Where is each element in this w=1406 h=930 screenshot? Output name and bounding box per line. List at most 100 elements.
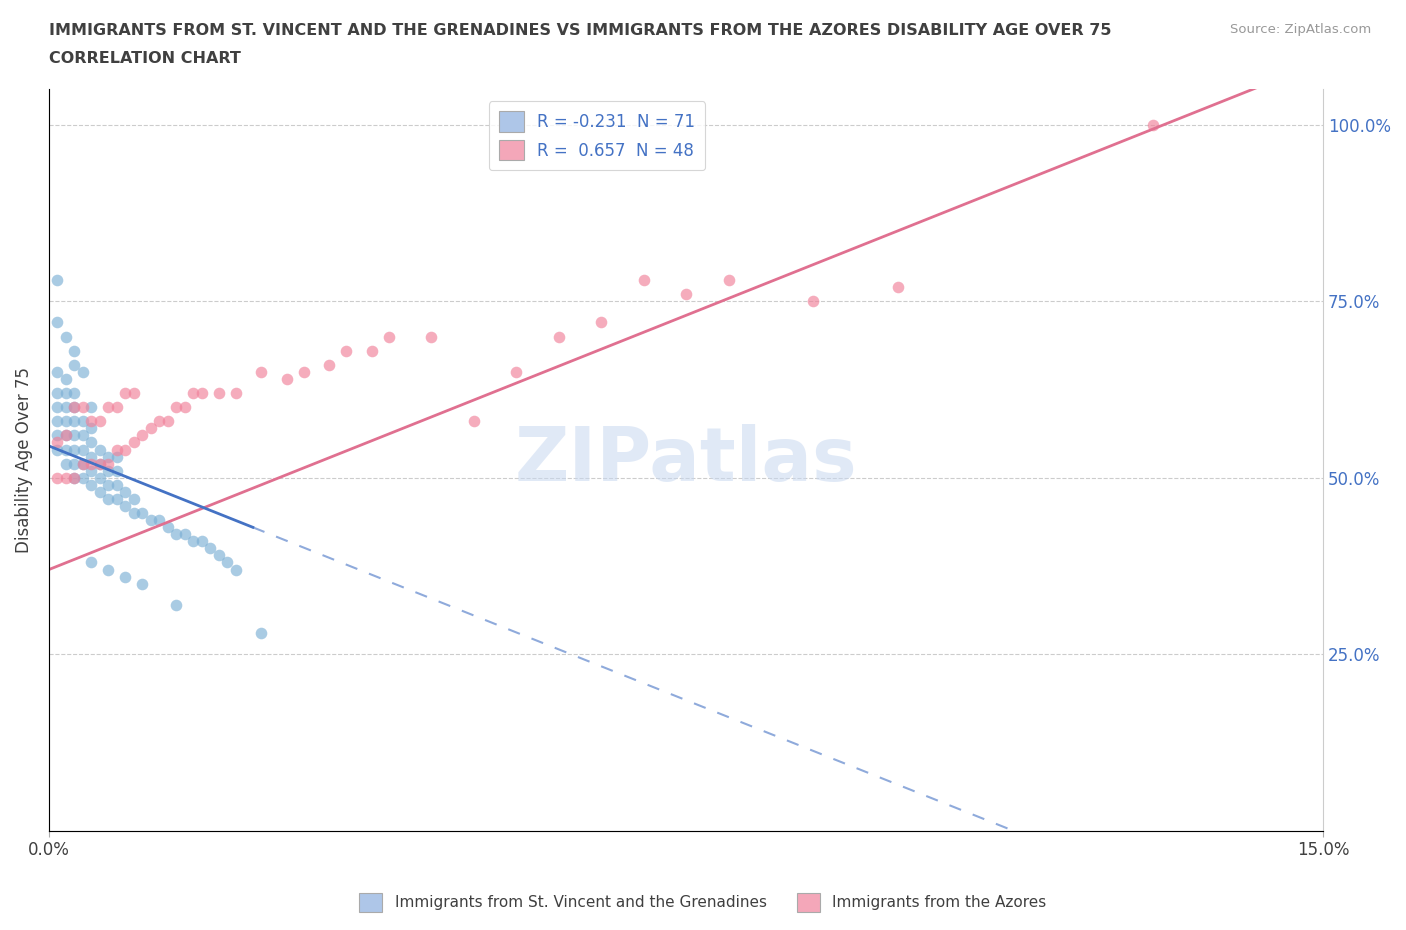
Point <box>80 449 103 464</box>
Point <box>360 343 382 358</box>
Point <box>139 512 162 527</box>
Point <box>97 491 120 506</box>
Legend: R = -0.231  N = 71, R =  0.657  N = 48: R = -0.231 N = 71, R = 0.657 N = 48 <box>489 101 704 170</box>
Point <box>97 400 120 415</box>
Point <box>131 577 153 591</box>
Point <box>63 471 86 485</box>
Point <box>377 329 399 344</box>
Point <box>105 400 128 415</box>
Point <box>183 534 205 549</box>
Point <box>72 471 94 485</box>
Point <box>217 555 239 570</box>
Point <box>63 386 86 401</box>
Point <box>80 400 103 415</box>
Point <box>803 294 825 309</box>
Point <box>420 329 443 344</box>
Point <box>208 548 231 563</box>
Point <box>505 365 527 379</box>
Point <box>55 386 77 401</box>
Point <box>80 463 103 478</box>
Text: IMMIGRANTS FROM ST. VINCENT AND THE GRENADINES VS IMMIGRANTS FROM THE AZORES DIS: IMMIGRANTS FROM ST. VINCENT AND THE GREN… <box>49 23 1112 38</box>
Point <box>114 498 136 513</box>
Point <box>55 457 77 472</box>
Point <box>72 442 94 457</box>
Point <box>80 477 103 492</box>
Point <box>105 449 128 464</box>
Point <box>183 386 205 401</box>
Point <box>191 386 214 401</box>
Point <box>80 457 103 472</box>
Point <box>591 315 613 330</box>
Point <box>547 329 569 344</box>
Point <box>63 428 86 443</box>
Point <box>89 442 111 457</box>
Text: Source: ZipAtlas.com: Source: ZipAtlas.com <box>1230 23 1371 36</box>
Point <box>200 541 222 556</box>
Point <box>63 457 86 472</box>
Point <box>250 626 273 641</box>
Point <box>55 400 77 415</box>
Point <box>173 526 195 541</box>
Point <box>148 512 170 527</box>
Point <box>156 414 179 429</box>
Point <box>63 414 86 429</box>
Legend: Immigrants from St. Vincent and the Grenadines, Immigrants from the Azores: Immigrants from St. Vincent and the Gren… <box>353 887 1053 918</box>
Point <box>72 365 94 379</box>
Point <box>105 463 128 478</box>
Point <box>97 477 120 492</box>
Point <box>250 365 273 379</box>
Point <box>55 442 77 457</box>
Point <box>225 562 247 577</box>
Text: ZIPatlas: ZIPatlas <box>515 423 858 497</box>
Point <box>191 534 214 549</box>
Point <box>105 491 128 506</box>
Point <box>165 597 187 612</box>
Point <box>114 569 136 584</box>
Point <box>114 485 136 499</box>
Point <box>1142 117 1164 132</box>
Point <box>105 477 128 492</box>
Point <box>80 414 103 429</box>
Point <box>131 428 153 443</box>
Point <box>97 562 120 577</box>
Point <box>156 520 179 535</box>
Point <box>675 286 697 301</box>
Point <box>46 272 69 287</box>
Point <box>72 457 94 472</box>
Point <box>165 526 187 541</box>
Point <box>63 442 86 457</box>
Point <box>208 386 231 401</box>
Point <box>276 371 298 386</box>
Point <box>173 400 195 415</box>
Point <box>122 435 145 450</box>
Point <box>114 386 136 401</box>
Point <box>105 442 128 457</box>
Point <box>46 471 69 485</box>
Point <box>72 428 94 443</box>
Point <box>46 435 69 450</box>
Point <box>89 485 111 499</box>
Point <box>46 365 69 379</box>
Point <box>46 400 69 415</box>
Point <box>63 357 86 372</box>
Point <box>80 421 103 436</box>
Point <box>63 471 86 485</box>
Point <box>335 343 357 358</box>
Point <box>318 357 340 372</box>
Point <box>55 428 77 443</box>
Point <box>80 435 103 450</box>
Point <box>46 315 69 330</box>
Text: CORRELATION CHART: CORRELATION CHART <box>49 51 240 66</box>
Point <box>114 442 136 457</box>
Point <box>97 463 120 478</box>
Point <box>46 414 69 429</box>
Point <box>97 449 120 464</box>
Point <box>72 414 94 429</box>
Point <box>55 471 77 485</box>
Point <box>292 365 315 379</box>
Point <box>97 457 120 472</box>
Point <box>148 414 170 429</box>
Y-axis label: Disability Age Over 75: Disability Age Over 75 <box>15 367 32 553</box>
Point <box>89 457 111 472</box>
Point <box>225 386 247 401</box>
